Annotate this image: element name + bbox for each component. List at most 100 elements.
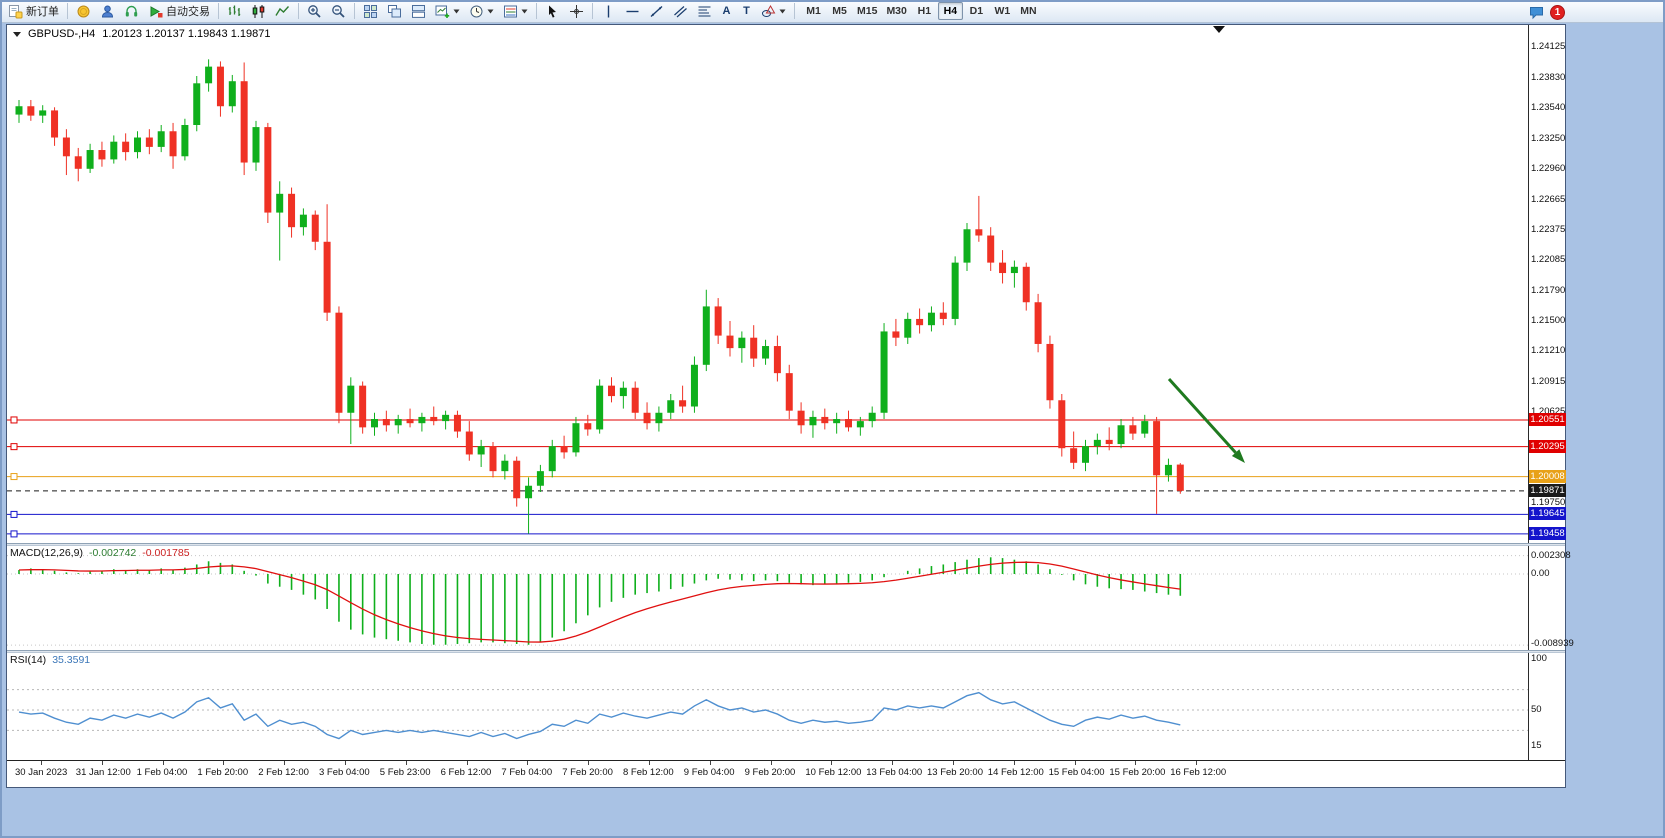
- crosshair-tool-button[interactable]: [565, 1, 588, 21]
- notification-badge[interactable]: 1: [1550, 4, 1565, 20]
- candlestick-chart-button[interactable]: [247, 1, 270, 21]
- time-axis-label: 7 Feb 20:00: [562, 767, 613, 778]
- cascade-windows-button[interactable]: [383, 1, 406, 21]
- coin-icon: [76, 4, 91, 19]
- horizontal-line-tool-button[interactable]: [621, 1, 644, 21]
- annotation-arrow[interactable]: [1167, 377, 1237, 454]
- time-axis-label: 10 Feb 12:00: [805, 767, 862, 778]
- template-button[interactable]: [499, 1, 532, 21]
- toolbar-separator: [354, 3, 355, 19]
- channel-icon: [673, 4, 688, 19]
- clock-icon: [469, 4, 484, 19]
- autotrading-icon: [148, 4, 163, 19]
- price-axis-label: 1.23540: [1531, 102, 1566, 114]
- new-chart-icon: [435, 4, 450, 19]
- trendline-tool-button[interactable]: [645, 1, 668, 21]
- time-axis-tick: [1013, 761, 1015, 765]
- macd-axis: 0.002308 0.00 -0.008939: [1528, 546, 1574, 650]
- timeframe-m15[interactable]: M15: [857, 5, 878, 17]
- trendline-icon: [649, 4, 664, 19]
- timeframe-h4[interactable]: H4: [937, 2, 963, 20]
- profile-button[interactable]: [96, 1, 119, 21]
- vertical-line-icon: [601, 4, 616, 19]
- timeframe-w1[interactable]: W1: [994, 5, 1011, 17]
- zoom-out-button[interactable]: [327, 1, 350, 21]
- price-axis-label: 1.19750: [1531, 497, 1566, 509]
- tile-horizontal-button[interactable]: [407, 1, 430, 21]
- new-order-button[interactable]: 新订单: [4, 1, 63, 21]
- chart-shift-marker[interactable]: [1213, 26, 1225, 33]
- time-axis-label: 1 Feb 20:00: [197, 767, 249, 778]
- rsi-canvas[interactable]: [7, 653, 1528, 760]
- macd-panel[interactable]: [7, 546, 1528, 650]
- time-axis-tick: [41, 761, 42, 765]
- time-axis-tick: [770, 761, 772, 765]
- macd-canvas[interactable]: [7, 546, 1528, 650]
- price-tag: 1.20551: [1529, 412, 1566, 426]
- price-axis-label: 1.22665: [1531, 193, 1566, 205]
- time-axis-tick: [588, 761, 590, 765]
- line-chart-icon: [275, 4, 290, 19]
- timeframe-m5[interactable]: M5: [832, 5, 847, 17]
- price-axis-label: 1.23250: [1531, 132, 1566, 144]
- time-axis-label: 15 Feb 20:00: [1109, 767, 1166, 778]
- time-axis-label: 31 Jan 12:00: [75, 767, 131, 778]
- vertical-line-tool-button[interactable]: [597, 1, 620, 21]
- user-icon: [100, 4, 115, 19]
- autotrading-button[interactable]: 自动交易: [144, 1, 214, 21]
- time-axis-tick: [405, 761, 407, 765]
- main-chart-canvas[interactable]: [7, 25, 1528, 543]
- text-tool-button[interactable]: A: [717, 1, 736, 21]
- main-chart[interactable]: [7, 25, 1528, 543]
- tile-windows-button[interactable]: [359, 1, 382, 21]
- price-axis-label: 1.20625: [1531, 406, 1566, 418]
- label-tool-button[interactable]: T: [737, 1, 756, 21]
- toolbar-separator: [67, 3, 68, 19]
- time-axis[interactable]: 30 Jan 2023 31 Jan 12:00 1 Feb 04:00 1 Feb …: [7, 760, 1565, 787]
- new-chart-button[interactable]: [431, 1, 464, 21]
- time-axis-label: 7 Feb 04:00: [501, 767, 553, 778]
- rsi-axis-label: 50: [1531, 704, 1542, 715]
- label-tool-icon: T: [743, 5, 750, 17]
- toolbar-separator: [298, 3, 299, 19]
- chevron-down-icon: [779, 9, 786, 14]
- toolbar-right-group: 1: [1529, 3, 1565, 21]
- rsi-axis-label: 100: [1531, 653, 1547, 664]
- time-axis-tick: [101, 761, 103, 765]
- price-axis-label: 1.24125: [1531, 41, 1566, 53]
- time-axis-tick: [527, 761, 529, 765]
- timeframe-mn[interactable]: MN: [1020, 5, 1037, 17]
- rsi-panel[interactable]: [7, 653, 1528, 760]
- time-axis-label: 6 Feb 12:00: [440, 767, 492, 778]
- fibonacci-tool-button[interactable]: [693, 1, 716, 21]
- timeframe-m1[interactable]: M1: [806, 5, 821, 17]
- panel-splitter[interactable]: [7, 543, 1565, 546]
- price-tag: 1.20008: [1529, 469, 1566, 483]
- timeframe-d1[interactable]: D1: [969, 5, 984, 17]
- time-axis-label: 9 Feb 04:00: [683, 767, 735, 778]
- rsi-name: RSI(14): [10, 654, 47, 666]
- panel-splitter[interactable]: [7, 650, 1565, 653]
- bar-chart-button[interactable]: [223, 1, 246, 21]
- time-axis-label: 9 Feb 20:00: [744, 767, 796, 778]
- price-tag: 1.19871: [1529, 483, 1566, 497]
- rsi-label: RSI(14) 35.3591: [10, 654, 90, 666]
- quotes-button[interactable]: [72, 1, 95, 21]
- period-button[interactable]: [465, 1, 498, 21]
- fibonacci-icon: [697, 4, 712, 19]
- zoom-in-button[interactable]: [303, 1, 326, 21]
- cursor-tool-button[interactable]: [541, 1, 564, 21]
- line-chart-button[interactable]: [271, 1, 294, 21]
- shapes-tool-button[interactable]: [757, 1, 790, 21]
- timeframe-h1[interactable]: H1: [917, 5, 932, 17]
- chart-menu-icon[interactable]: [13, 31, 21, 37]
- chat-icon[interactable]: [1529, 5, 1544, 20]
- chart-window: GBPUSD-,H4 1.20123 1.20137 1.19843 1.198…: [6, 24, 1574, 788]
- price-axis-label: 1.22375: [1531, 223, 1566, 235]
- time-axis-tick: [466, 761, 468, 765]
- text-tool-icon: A: [722, 5, 731, 17]
- timeframe-m30[interactable]: M30: [886, 5, 907, 17]
- channel-tool-button[interactable]: [669, 1, 692, 21]
- price-axis-label: 1.21210: [1531, 345, 1566, 357]
- support-button[interactable]: [120, 1, 143, 21]
